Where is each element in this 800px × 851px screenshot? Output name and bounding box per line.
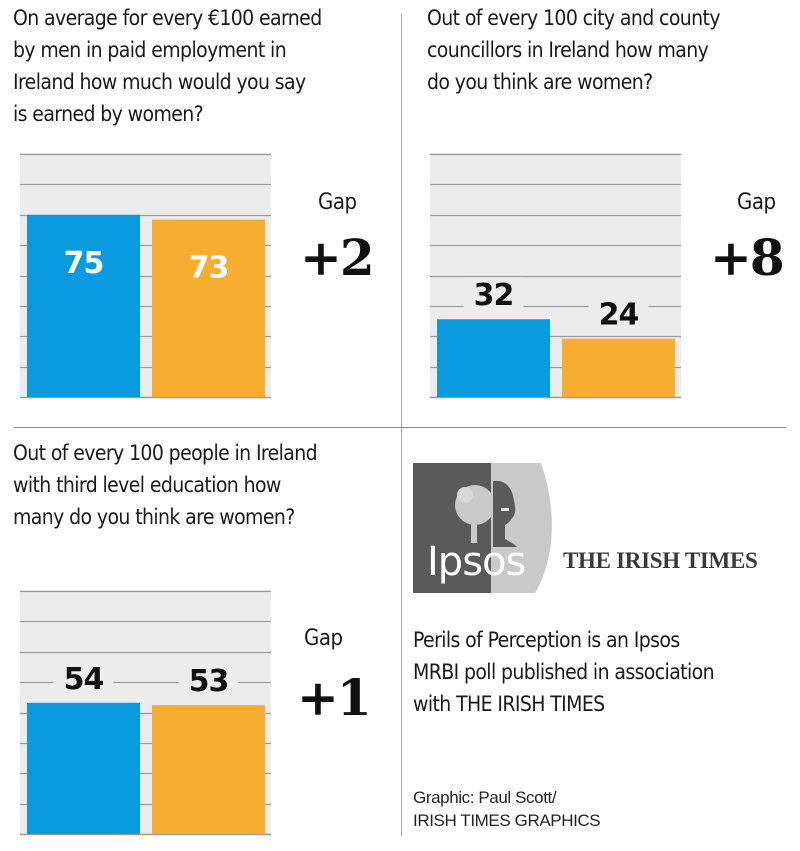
question-1-line: On average for every €100 earned [13, 6, 322, 30]
question-1-line: is earned by women? [13, 102, 204, 126]
graphic-credit: Graphic: Paul Scott/ IRISH TIMES GRAPHIC… [413, 786, 601, 832]
bar-label: 24 [599, 298, 639, 333]
question-3-line: many do you think are women? [13, 505, 295, 529]
credit-line: Graphic: Paul Scott/ [413, 788, 557, 807]
question-1: On average for every €100 earned by men … [13, 2, 322, 130]
question-1-line: by men in paid employment in [13, 38, 287, 62]
bar-2 [152, 219, 265, 397]
ipsos-logo: Ipsos [413, 463, 555, 593]
chart-councillors: 32 24 [430, 153, 681, 399]
gap-label-1: Gap [318, 190, 357, 215]
question-2-line: do you think are women? [427, 70, 653, 94]
horizontal-divider [14, 427, 786, 428]
bar-2 [152, 705, 265, 834]
question-3-line: Out of every 100 people in Ireland [13, 441, 318, 465]
about-line: MRBI poll published in association [413, 660, 715, 684]
bar-1 [27, 214, 140, 397]
bar-1 [437, 319, 550, 397]
bar-label: 54 [64, 662, 104, 697]
about-text: Perils of Perception is an Ipsos MRBI po… [413, 624, 793, 720]
about-line: with THE IRISH TIMES [413, 692, 605, 716]
question-1-line: Ireland how much would you say [13, 70, 306, 94]
gap-label-3: Gap [304, 626, 343, 651]
vertical-divider [401, 14, 402, 836]
bar-label: 32 [474, 278, 514, 313]
bar-label-backdrop [588, 296, 649, 331]
about-line: Perils of Perception is an Ipsos [413, 628, 680, 652]
bar-label-backdrop [53, 660, 114, 695]
irish-times-logo: THE IRISH TIMES [563, 548, 758, 573]
gap-value-3: +1 [297, 668, 372, 727]
bar-1 [27, 702, 140, 834]
chart-earnings: 75 73 [20, 153, 271, 399]
credit-line: IRISH TIMES GRAPHICS [413, 811, 601, 830]
gap-value-1: +2 [300, 228, 375, 287]
bar-label: 53 [189, 664, 229, 699]
chart-education: 54 53 [20, 590, 271, 836]
question-2-line: Out of every 100 city and county [427, 6, 721, 30]
question-2-line: councillors in Ireland how many [427, 38, 709, 62]
gap-label-2: Gap [737, 190, 776, 215]
bar-label: 75 [64, 246, 104, 281]
gap-value-2: +8 [710, 228, 785, 287]
question-3-line: with third level education how [13, 473, 281, 497]
ipsos-wordmark: Ipsos [427, 539, 525, 585]
bar-label-backdrop [463, 277, 524, 312]
question-3: Out of every 100 people in Ireland with … [13, 437, 318, 533]
bar-2 [562, 338, 675, 397]
bar-label-backdrop [178, 663, 239, 698]
question-2: Out of every 100 city and county council… [427, 2, 721, 98]
bar-label: 73 [189, 251, 229, 286]
ipsos-logo-icon: Ipsos [413, 463, 552, 593]
